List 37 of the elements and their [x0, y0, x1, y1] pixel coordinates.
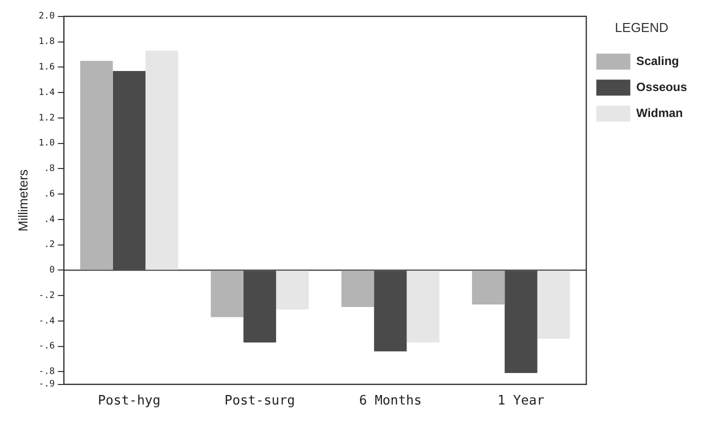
- y-tick-label: -.2: [38, 290, 55, 301]
- bar: [112, 70, 146, 270]
- legend-label: Osseous: [636, 80, 688, 94]
- y-tick-label: .2: [44, 240, 55, 250]
- y-tick-label: -.4: [38, 316, 55, 326]
- bar: [504, 270, 538, 373]
- x-tick-label: Post-hyg: [98, 394, 160, 409]
- legend-label: Widman: [636, 106, 683, 120]
- y-axis-title: Millimeters: [15, 168, 30, 232]
- bar: [243, 270, 276, 343]
- y-tick-label: 1.8: [38, 37, 55, 48]
- y-tick-label: -.9: [38, 380, 55, 390]
- bar: [537, 270, 570, 339]
- y-tick-label: .6: [44, 189, 55, 200]
- y-tick-label: 2.0: [38, 12, 55, 22]
- y-tick-label: 1.4: [38, 88, 55, 98]
- bar: [276, 270, 309, 310]
- bar: [406, 270, 440, 343]
- bar: [472, 270, 505, 304]
- y-tick-label: 1.6: [38, 62, 55, 72]
- y-tick-label: -.8: [38, 367, 55, 378]
- x-tick-label: 6 Months: [359, 394, 422, 409]
- y-tick-label: 1.0: [38, 138, 55, 149]
- legend-label: Scaling: [636, 54, 679, 68]
- bar: [210, 270, 244, 318]
- bar: [80, 60, 113, 270]
- x-tick-label: Post-surg: [224, 394, 296, 409]
- bar: [341, 270, 374, 307]
- x-tick-label: 1 Year: [498, 394, 545, 409]
- y-tick-label: -.6: [38, 342, 55, 352]
- legend-title: LEGEND: [614, 20, 668, 36]
- bar: [374, 270, 407, 352]
- y-tick-label: 1.2: [38, 113, 55, 124]
- y-tick-label: 0: [49, 266, 55, 276]
- y-tick-label: .4: [44, 214, 55, 225]
- bar: [145, 50, 178, 270]
- y-tick-label: .8: [44, 164, 55, 174]
